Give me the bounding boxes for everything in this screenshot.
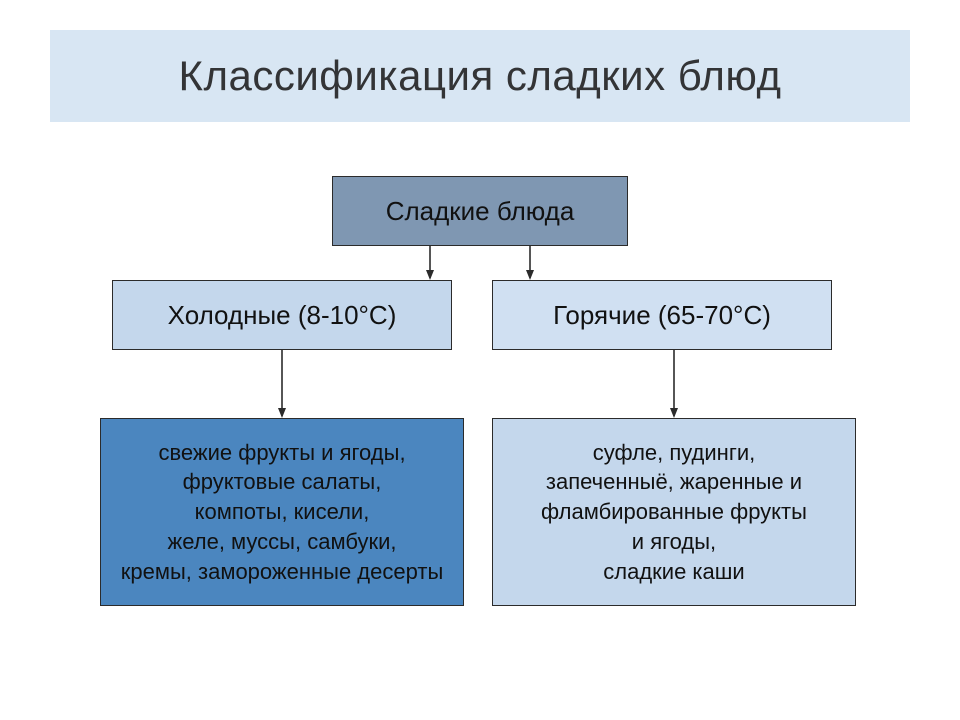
hot-leaf-box: суфле, пудинги,запеченныё, жаренные ифла… [492,418,856,606]
cold-box: Холодные (8-10°С) [112,280,452,350]
title-band: Классификация сладких блюд [50,30,910,122]
slide-title: Классификация сладких блюд [178,52,781,100]
root-box: Сладкие блюда [332,176,628,246]
hot-box: Горячие (65-70°С) [492,280,832,350]
slide: Классификация сладких блюд Сладкие блюда… [0,0,960,720]
root-box-label: Сладкие блюда [386,196,575,227]
cold-leaf-text: свежие фрукты и ягоды,фруктовые салаты,к… [121,438,444,586]
cold-leaf-box: свежие фрукты и ягоды,фруктовые салаты,к… [100,418,464,606]
hot-box-label: Горячие (65-70°С) [553,300,771,331]
cold-box-label: Холодные (8-10°С) [168,300,397,331]
hot-leaf-text: суфле, пудинги,запеченныё, жаренные ифла… [541,438,807,586]
